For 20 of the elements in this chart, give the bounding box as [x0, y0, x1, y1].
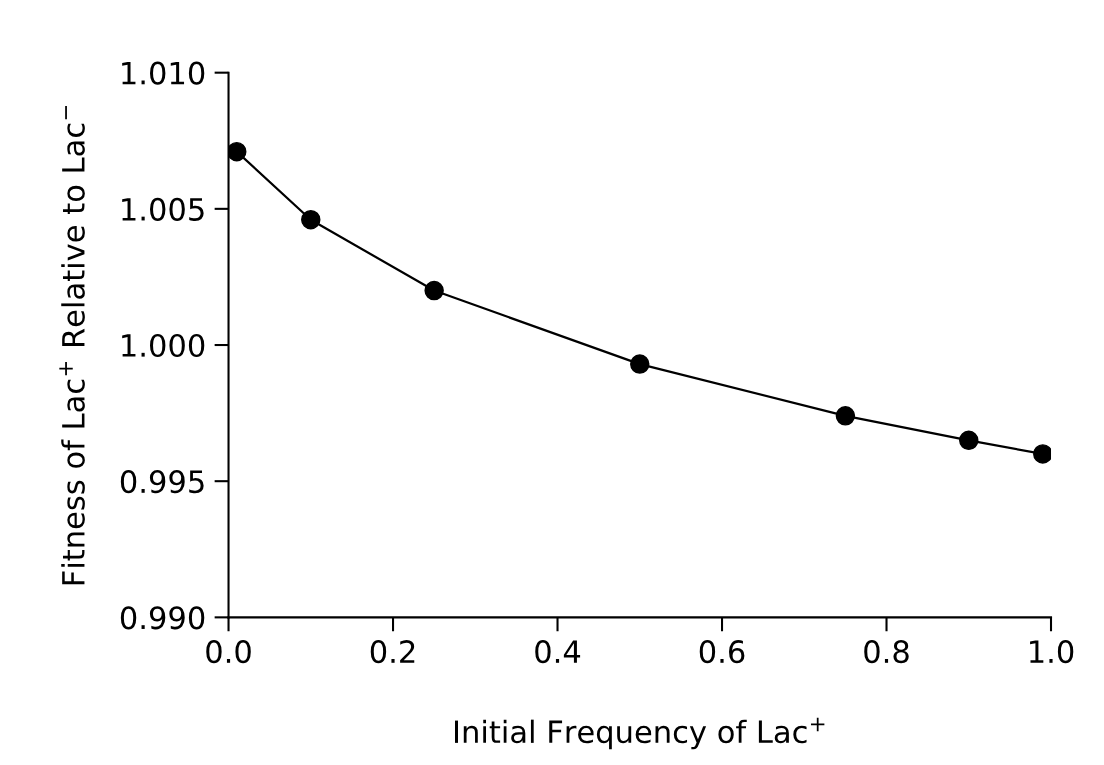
y-tick-label: 0.990	[120, 606, 205, 630]
x-tick-label: 0.8	[864, 640, 909, 664]
x-tick-label: 0.4	[535, 640, 581, 664]
y-tick-label: 0.995	[120, 470, 204, 494]
y-tick-label: 1.000	[122, 333, 205, 358]
point	[630, 354, 650, 374]
point	[959, 430, 979, 451]
x-tick-label: 0.2	[370, 640, 415, 664]
point	[301, 210, 321, 230]
x-tick-label: 1.0	[1030, 640, 1074, 664]
x-axis-title: Initial Frequency of Lac$^{+}$	[455, 717, 825, 750]
point	[835, 406, 856, 426]
x-tick-label: 0.6	[699, 640, 745, 664]
point	[1033, 444, 1052, 464]
y-tick-label: 1.010	[122, 61, 205, 85]
y-axis-title: Fitness of Lac$^{+}$ Relative to Lac$^{−}$	[59, 105, 85, 585]
point	[228, 141, 247, 162]
x-tick-label: 0.0	[206, 640, 251, 664]
point	[424, 280, 444, 301]
y-tick-label: 1.005	[122, 197, 204, 221]
